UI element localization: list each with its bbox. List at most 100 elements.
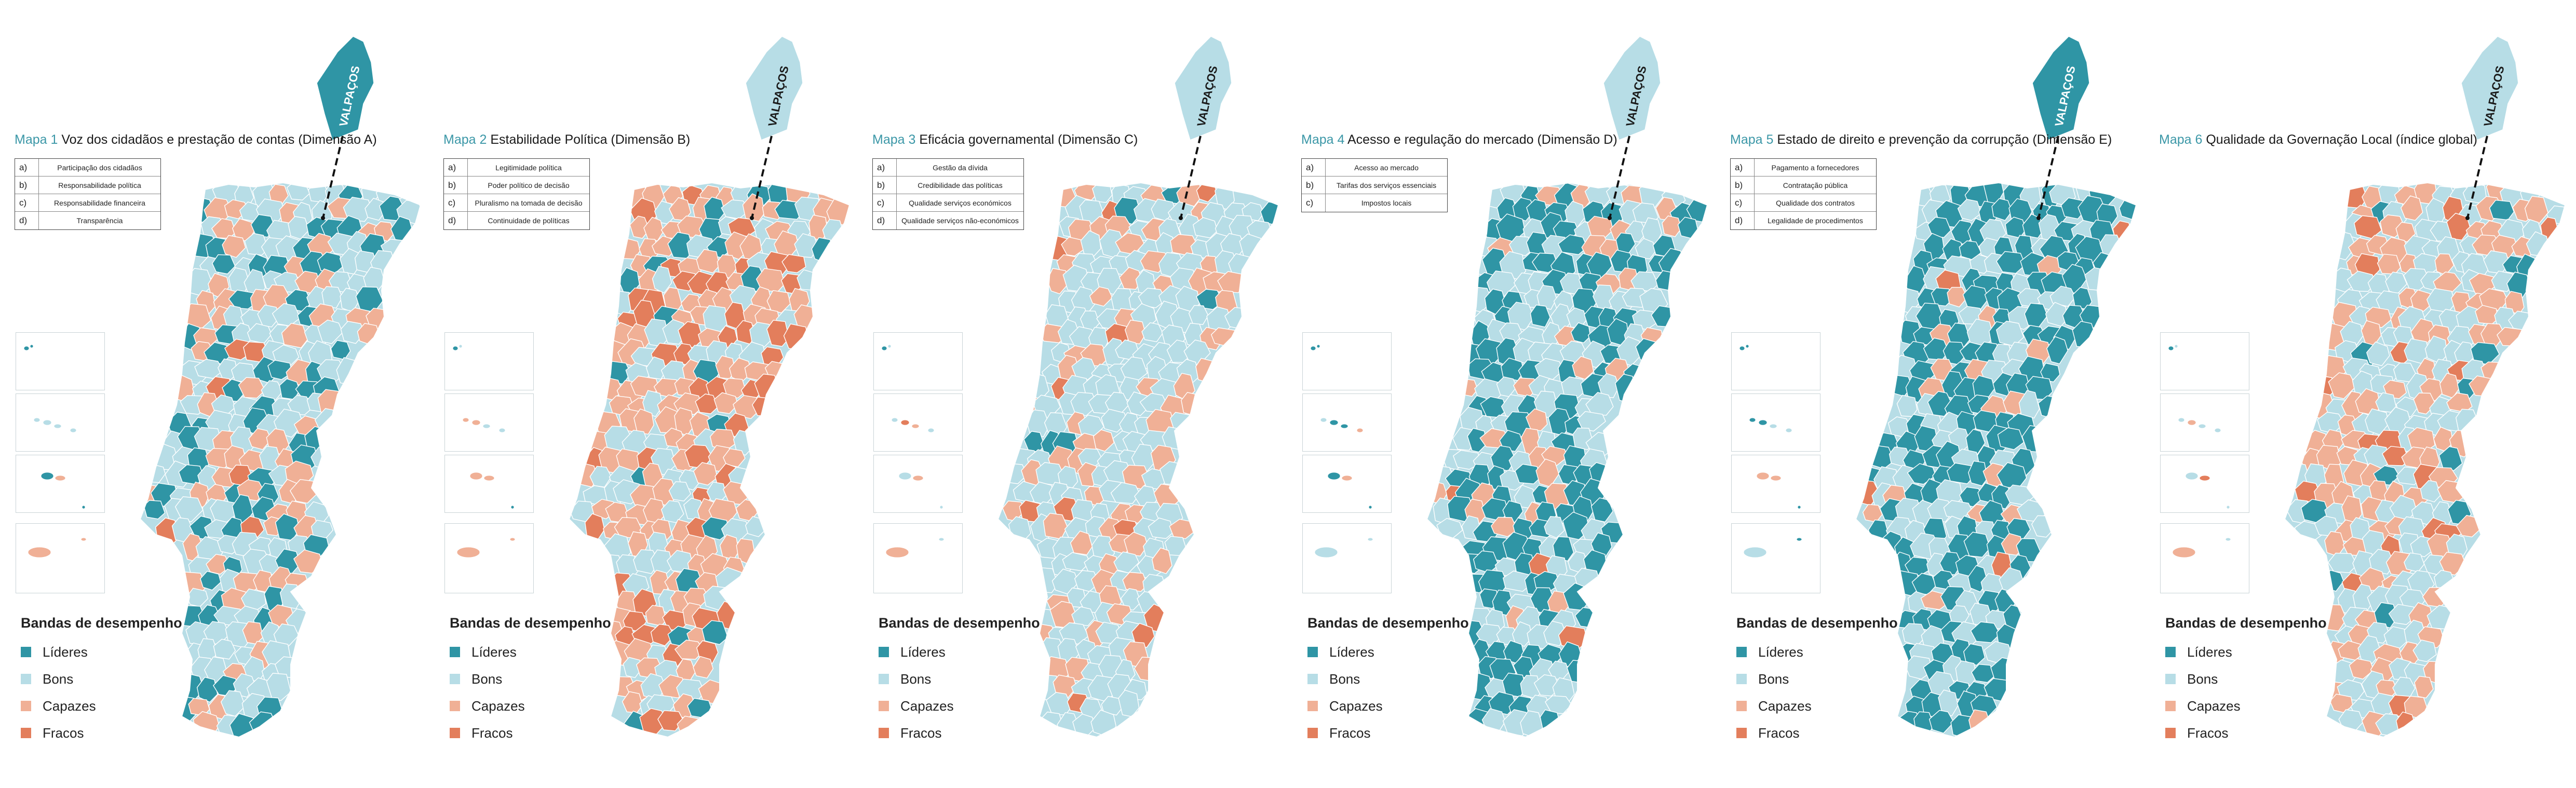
legend-item-capazes: Capazes (1307, 692, 1469, 719)
legend-item-capazes: Capazes (450, 692, 611, 719)
portugal-choropleth-3: VALPAÇOS (997, 36, 1279, 738)
municipality (794, 233, 818, 258)
municipality (1118, 267, 1142, 290)
municipality (248, 428, 272, 450)
azores-inset (16, 455, 105, 513)
legend-swatch (21, 674, 31, 684)
legend-item-bons: Bons (450, 665, 611, 692)
legend-label: Bons (1329, 671, 1360, 687)
legend-swatch (1736, 728, 1747, 738)
legend-label: Bons (2187, 671, 2218, 687)
municipality (1502, 570, 1532, 592)
municipality (2506, 271, 2531, 298)
azores-inset (873, 393, 963, 452)
municipality (196, 676, 218, 703)
legend-swatch (450, 701, 460, 711)
municipality (2328, 372, 2357, 399)
subindicator-letter: c) (873, 194, 897, 211)
legend-item-capazes: Capazes (1736, 692, 1898, 719)
municipality (2018, 390, 2040, 419)
municipality (722, 448, 746, 468)
legend: Bandas de desempenho Líderes Bons Capazes Fr… (450, 615, 611, 746)
subindicator-row: b) Responsabilidade política (15, 176, 160, 194)
legend-label: Capazes (471, 698, 525, 714)
legend: Bandas de desempenho Líderes Bons Capazes Fr… (21, 615, 182, 746)
municipality (650, 623, 675, 646)
municipality (2400, 195, 2423, 221)
municipality (281, 322, 308, 348)
municipality (1570, 322, 1591, 344)
madeira-inset (444, 523, 534, 593)
azores-inset (444, 332, 534, 390)
municipality (2340, 321, 2365, 345)
subindicator-box: a) Pagamento a fornecedores b) Contratação … (1730, 158, 1877, 230)
municipality (766, 290, 791, 314)
subindicator-letter: d) (1731, 212, 1755, 229)
subindicator-text: Responsabilidade financeira (54, 198, 145, 207)
subindicator-letter: a) (444, 159, 468, 176)
municipality (267, 360, 293, 380)
legend-title: Bandas de desempenho (450, 615, 611, 631)
municipality (1939, 551, 1962, 575)
municipality (657, 710, 684, 731)
subindicator-letter: b) (15, 176, 39, 194)
municipality (1635, 238, 1656, 260)
municipality (343, 197, 373, 222)
municipality (1928, 710, 1954, 734)
map-title: Mapa 1 Voz dos cidadãos e prestação de c… (15, 132, 377, 147)
municipality (1991, 198, 2013, 221)
municipality (1188, 305, 1209, 325)
map-number: Mapa 5 (1730, 132, 1774, 147)
municipality (1072, 713, 1096, 737)
legend-swatch (2165, 647, 2176, 657)
legend-label: Capazes (1329, 698, 1383, 714)
municipality (1071, 606, 1095, 627)
municipality (2373, 465, 2400, 486)
municipality (293, 549, 323, 574)
legend-label: Fracos (471, 725, 513, 741)
subindicator-letter: a) (873, 159, 897, 176)
legend-swatch (1736, 674, 1747, 684)
legend-swatch (879, 701, 889, 711)
municipality (1120, 588, 1141, 611)
portugal-choropleth-5: VALPAÇOS (1855, 36, 2137, 738)
legend-swatch (1307, 674, 1318, 684)
municipality (200, 570, 222, 591)
azores-inset (873, 455, 963, 513)
municipality (2001, 533, 2024, 556)
legend-label: Bons (471, 671, 503, 687)
subindicator-text: Credibilidade das políticas (918, 181, 1003, 189)
municipality (1968, 460, 1988, 486)
municipality (1558, 234, 1588, 255)
legend-swatch (450, 728, 460, 738)
municipality (1561, 376, 1587, 399)
municipality (1070, 392, 1098, 416)
map-panel-1: VALPAÇOS Mapa 1 Voz dos cidadãos e presta… (0, 0, 429, 788)
municipality (2480, 323, 2506, 347)
subindicator-row: a) Participação dos cidadãos (15, 159, 160, 176)
municipality (365, 197, 386, 221)
municipality (1512, 621, 1532, 647)
azores-inset (444, 393, 534, 452)
municipality (1970, 621, 2001, 643)
madeira-inset (873, 523, 963, 593)
map-panel-4: VALPAÇOS Mapa 4 Acesso e regulação do mer… (1287, 0, 1716, 788)
municipality (1662, 215, 1682, 237)
municipality (2327, 552, 2358, 574)
municipality (1525, 408, 1548, 431)
legend-swatch (2165, 728, 2176, 738)
legend-item-fracos: Fracos (1736, 719, 1898, 746)
municipality (2382, 445, 2409, 466)
azores-inset (16, 332, 105, 390)
valpacos-callout-region (2032, 36, 2090, 141)
subindicator-text: Pagamento a fornecedores (1771, 163, 1859, 172)
legend-item-fracos: Fracos (450, 719, 611, 746)
legend-label: Fracos (900, 725, 942, 741)
municipality (623, 657, 643, 678)
municipality (1151, 547, 1172, 574)
valpacos-callout-region (1174, 36, 1232, 141)
subindicator-text: Qualidade dos contratos (1776, 198, 1855, 207)
subindicator-text: Participação dos cidadãos (57, 163, 142, 172)
subindicator-row: a) Pagamento a fornecedores (1731, 159, 1876, 176)
subindicator-text: Responsabilidade política (58, 181, 141, 189)
